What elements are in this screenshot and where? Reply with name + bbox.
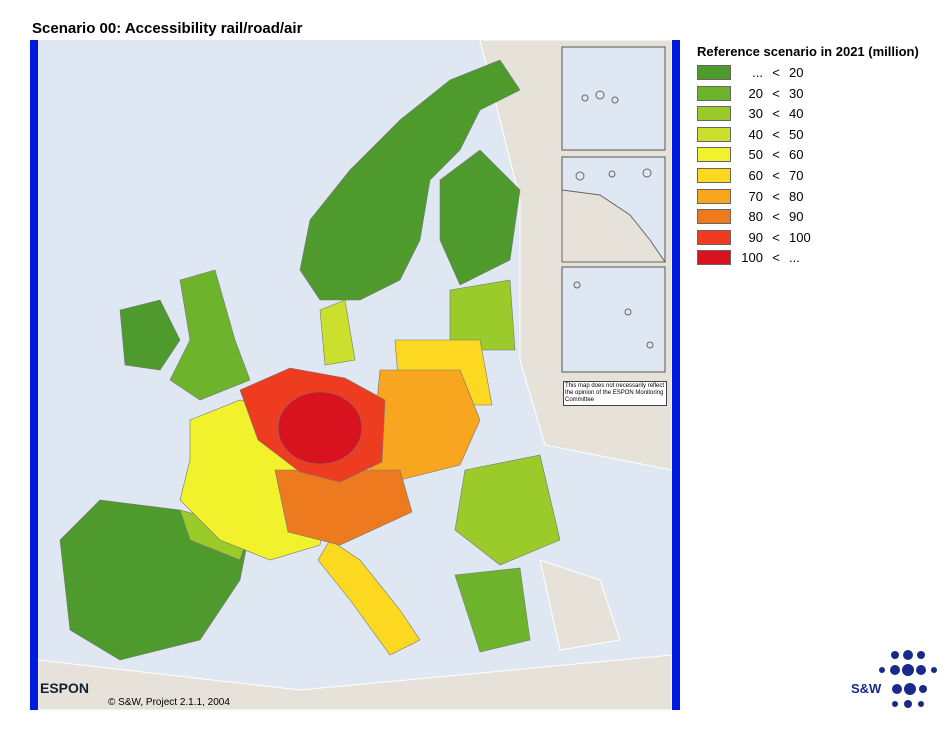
frame-bar: [30, 40, 38, 710]
legend-to: 70: [789, 168, 804, 183]
nuts-region: [274, 469, 413, 546]
non-espon-land: [539, 559, 621, 651]
legend-from: 90: [748, 229, 763, 245]
legend-swatch: [697, 126, 731, 142]
legend-swatch: [697, 250, 731, 266]
nuts-region: [439, 149, 521, 286]
logo: ESPON: [40, 680, 90, 696]
legend-from: 100: [741, 250, 763, 266]
legend-sign: <: [772, 209, 780, 225]
legend-sign: <: [772, 85, 780, 101]
legend-sign: <: [772, 126, 780, 142]
frame-bar: [672, 40, 680, 710]
legend-from: 50: [748, 147, 763, 163]
nuts-region: [454, 567, 531, 653]
legend-from: 80: [748, 209, 763, 225]
legend-from: 40: [748, 126, 763, 142]
regions: [59, 59, 561, 661]
legend-to: 100: [789, 229, 811, 245]
legend-to: 20: [789, 65, 804, 80]
legend-sign: <: [772, 147, 780, 163]
legend-swatch: [697, 168, 731, 183]
legend-swatch: [697, 106, 731, 122]
legend-to: 80: [789, 188, 804, 204]
legend-sign: <: [772, 168, 780, 183]
legend-to: 30: [789, 85, 804, 101]
legend-from: 30: [748, 106, 763, 122]
legend-sign: <: [772, 65, 780, 80]
legend-from: ...: [752, 65, 763, 80]
inset-land: [561, 189, 666, 263]
legend-swatch: [697, 209, 731, 225]
legend-to: 40: [789, 106, 804, 122]
nuts-region: [299, 59, 521, 301]
nuts-region: [277, 391, 363, 465]
inset: [561, 266, 666, 373]
legend-sign: <: [772, 106, 780, 122]
brand-dots: [879, 650, 937, 708]
legend-to: ...: [789, 250, 800, 266]
legend-swatch: [697, 85, 731, 101]
legend-title: Reference scenario in 2021 (million): [697, 44, 919, 59]
map-title: Scenario 00: Accessibility rail/road/air: [32, 20, 303, 37]
legend-to: 90: [789, 209, 804, 225]
legend-swatch: [697, 188, 731, 204]
legend-from: 60: [748, 168, 763, 183]
legend-sign: <: [772, 188, 780, 204]
copyright: © S&W, Project 2.1.1, 2004: [108, 697, 230, 708]
legend-swatch: [697, 229, 731, 245]
nuts-region: [449, 279, 516, 351]
legend-from: 20: [748, 85, 763, 101]
map-note: This map does not necessarily reflect th…: [563, 381, 667, 406]
nuts-region: [454, 454, 561, 566]
legend-to: 50: [789, 126, 804, 142]
legend-swatch: [697, 147, 731, 163]
nuts-region: [319, 299, 356, 366]
legend-sign: <: [772, 250, 780, 266]
brand: S&W: [851, 681, 882, 696]
nuts-region: [169, 269, 251, 401]
legend-to: 60: [789, 147, 804, 163]
legend-from: 70: [748, 188, 763, 204]
inset-islands: [573, 90, 654, 349]
legend-swatch: [697, 65, 731, 80]
nuts-region: [119, 299, 181, 371]
nuts-region: [317, 539, 421, 656]
inset: [561, 46, 666, 151]
legend-sign: <: [772, 229, 780, 245]
